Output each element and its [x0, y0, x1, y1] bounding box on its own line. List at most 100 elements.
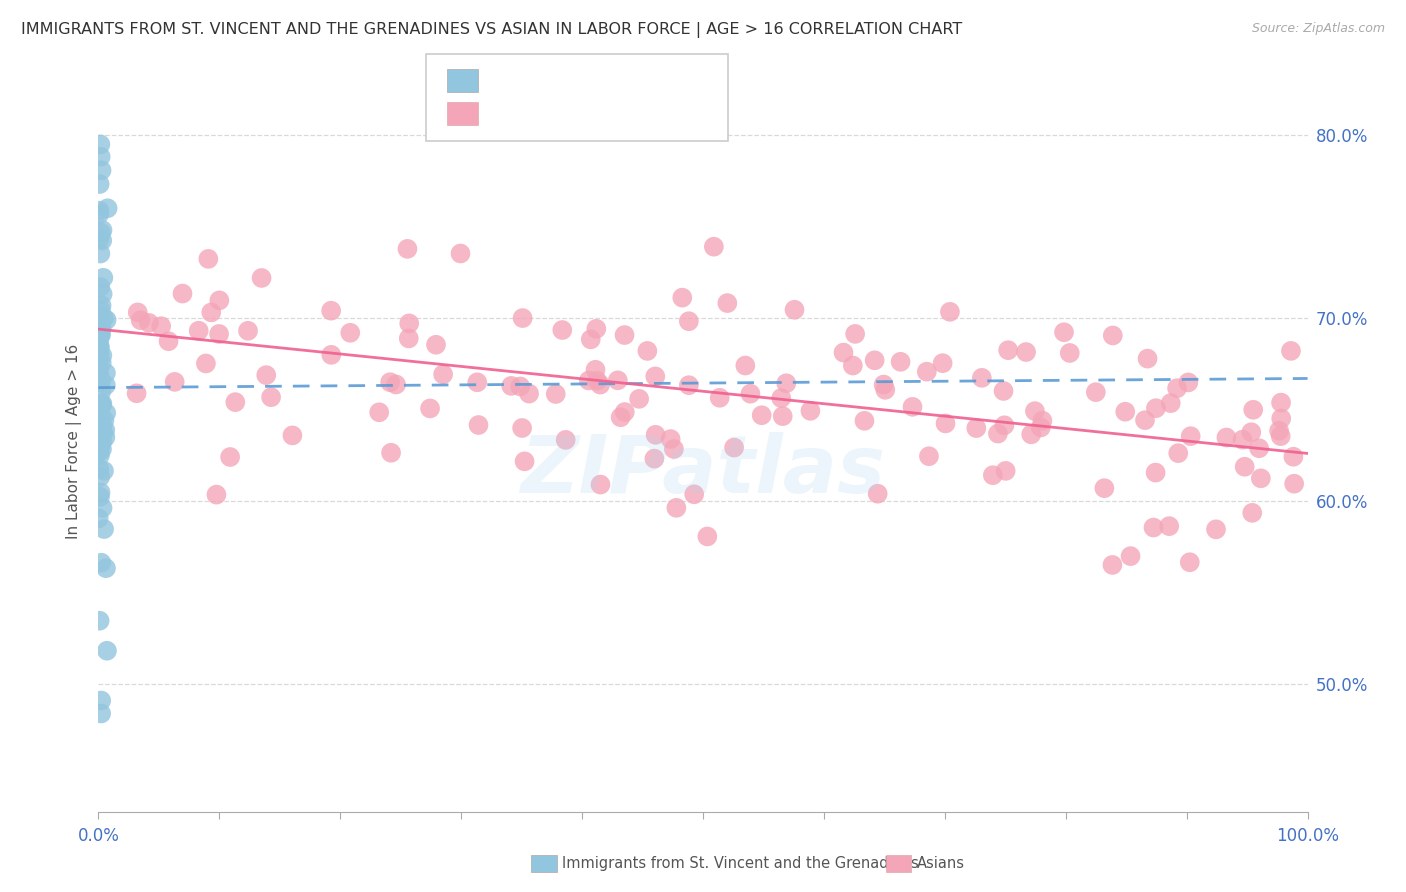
- Point: [91, 397, 114, 411]
- Point: [1142, 520, 1164, 534]
- Point: [1119, 549, 1142, 563]
- Point: [91, 398, 114, 412]
- Point: [90, 309, 112, 323]
- Point: [1101, 558, 1123, 572]
- Point: [915, 365, 938, 379]
- Point: [187, 324, 209, 338]
- Point: [89, 407, 111, 421]
- Point: [90, 322, 112, 336]
- Point: [987, 426, 1010, 441]
- Point: [981, 468, 1004, 483]
- Point: [90, 384, 112, 399]
- Text: N=: N=: [571, 71, 602, 89]
- Point: [994, 464, 1017, 478]
- Point: [87, 511, 110, 525]
- Point: [643, 451, 665, 466]
- Point: [1114, 405, 1136, 419]
- Point: [832, 345, 855, 359]
- Point: [90, 356, 112, 370]
- Point: [644, 369, 666, 384]
- Point: [89, 429, 111, 443]
- Point: [740, 386, 762, 401]
- Point: [609, 410, 631, 425]
- Point: [544, 387, 567, 401]
- Text: ZIPatlas: ZIPatlas: [520, 432, 886, 510]
- Point: [970, 371, 993, 385]
- Point: [1029, 420, 1052, 434]
- Point: [606, 373, 628, 387]
- Point: [163, 375, 186, 389]
- Point: [96, 313, 118, 327]
- Point: [1233, 459, 1256, 474]
- Point: [659, 432, 682, 446]
- Point: [1232, 433, 1254, 447]
- Point: [844, 326, 866, 341]
- Point: [89, 327, 111, 342]
- Point: [716, 296, 738, 310]
- Point: [87, 361, 110, 376]
- Point: [89, 444, 111, 458]
- Point: [96, 644, 118, 658]
- Point: [997, 343, 1019, 358]
- Point: [432, 368, 454, 382]
- Point: [89, 137, 111, 152]
- Point: [772, 409, 794, 424]
- Point: [1240, 425, 1263, 440]
- Point: [398, 331, 420, 345]
- Point: [770, 391, 793, 405]
- Point: [1250, 471, 1272, 485]
- Point: [513, 454, 536, 468]
- Point: [89, 490, 111, 504]
- Point: [589, 377, 612, 392]
- Point: [678, 378, 700, 392]
- Point: [1092, 481, 1115, 495]
- Text: R =: R =: [486, 71, 523, 89]
- Point: [589, 477, 612, 491]
- Point: [208, 326, 231, 341]
- Point: [90, 693, 112, 707]
- Point: [89, 203, 111, 218]
- Point: [96, 406, 118, 420]
- Point: [91, 223, 114, 237]
- Point: [208, 293, 231, 308]
- Point: [1166, 381, 1188, 395]
- Point: [89, 246, 111, 260]
- Point: [939, 305, 962, 319]
- Point: [853, 414, 876, 428]
- Point: [585, 363, 607, 377]
- Y-axis label: In Labor Force | Age > 16: In Labor Force | Age > 16: [66, 344, 83, 539]
- Point: [1053, 325, 1076, 339]
- Point: [1031, 414, 1053, 428]
- Point: [465, 376, 488, 390]
- Point: [236, 324, 259, 338]
- Point: [90, 303, 112, 318]
- Text: N =: N =: [571, 104, 607, 122]
- Point: [91, 425, 114, 439]
- Point: [94, 378, 117, 392]
- Point: [90, 706, 112, 721]
- Point: [866, 486, 889, 500]
- Text: 147: 147: [599, 104, 637, 122]
- Point: [509, 379, 531, 393]
- Point: [1024, 404, 1046, 418]
- Point: [901, 400, 924, 414]
- Point: [1268, 424, 1291, 438]
- Point: [703, 240, 725, 254]
- Point: [1249, 442, 1271, 456]
- Point: [875, 383, 897, 397]
- Point: [93, 522, 115, 536]
- Point: [89, 462, 111, 476]
- Point: [662, 442, 685, 456]
- Point: [90, 226, 112, 240]
- Point: [419, 401, 441, 416]
- Point: [90, 328, 112, 343]
- Point: [157, 334, 180, 349]
- Text: IMMIGRANTS FROM ST. VINCENT AND THE GRENADINES VS ASIAN IN LABOR FORCE | AGE > 1: IMMIGRANTS FROM ST. VINCENT AND THE GREN…: [21, 22, 962, 38]
- Point: [321, 348, 343, 362]
- Point: [219, 450, 242, 464]
- Point: [385, 377, 408, 392]
- Point: [709, 391, 731, 405]
- Point: [799, 404, 821, 418]
- Point: [934, 417, 956, 431]
- Point: [931, 356, 953, 370]
